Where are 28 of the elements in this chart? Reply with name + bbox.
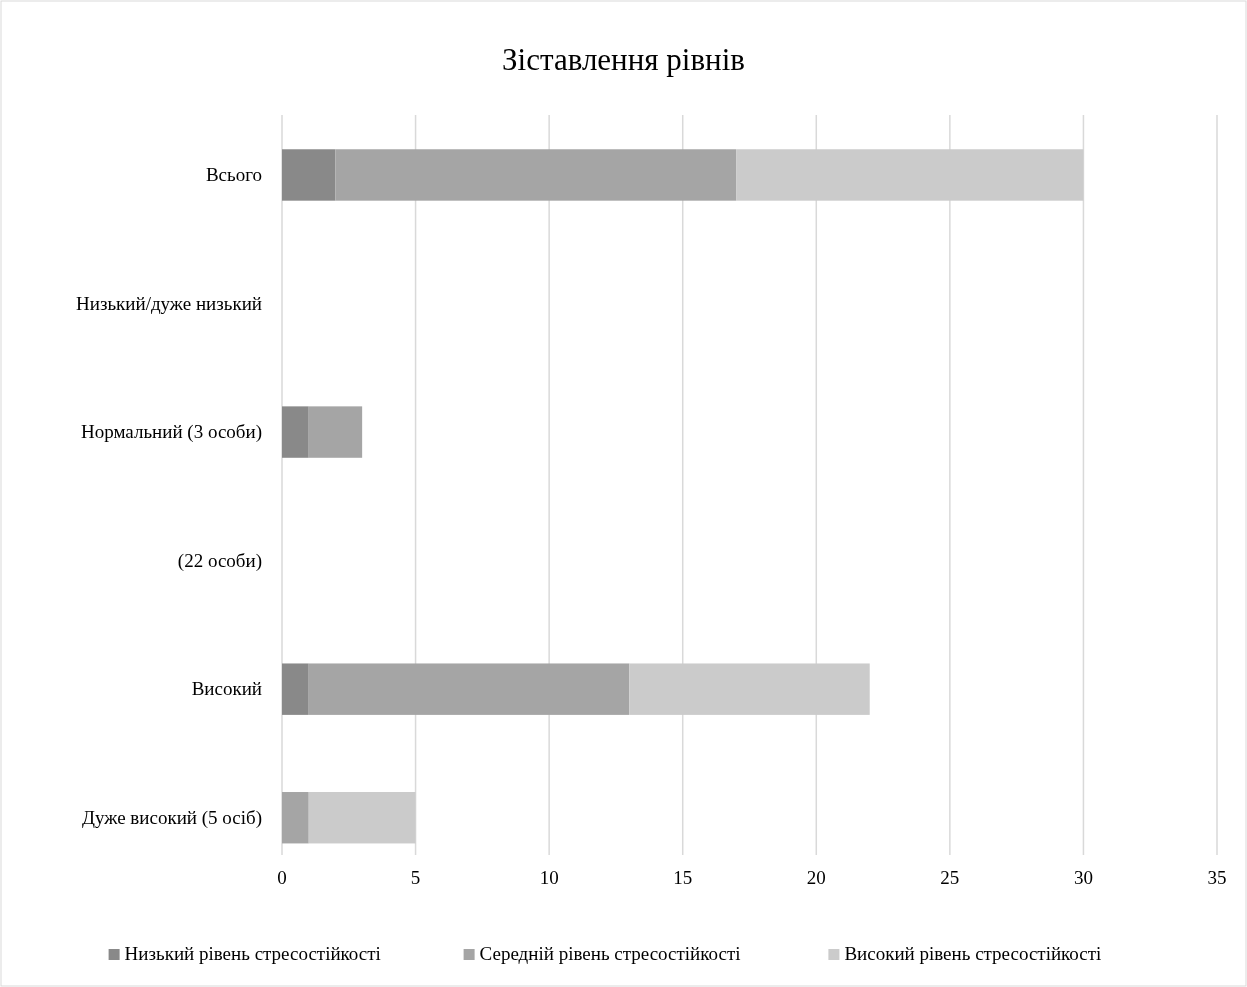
x-tick-label: 10 bbox=[539, 867, 559, 888]
y-tick-label: Всього bbox=[205, 163, 262, 185]
bar bbox=[335, 149, 737, 201]
bar bbox=[282, 663, 309, 715]
bar bbox=[282, 406, 309, 458]
legend-label: Середній рівень стресостійкості bbox=[479, 943, 741, 964]
y-tick-label: Нормальний (3 особи) bbox=[81, 421, 262, 444]
x-tick-label: 20 bbox=[806, 867, 826, 888]
x-tick-label: 0 bbox=[277, 867, 287, 888]
x-tick-label: 35 bbox=[1207, 867, 1227, 888]
bar bbox=[736, 149, 1084, 201]
x-tick-label: 25 bbox=[940, 867, 960, 888]
x-tick-label: 5 bbox=[410, 867, 421, 888]
y-tick-label: Низький/дуже низький bbox=[76, 292, 262, 314]
legend-label: Високий рівень стресостійкості bbox=[844, 943, 1102, 964]
y-tick-label: Дуже високий (5 осіб) bbox=[82, 806, 262, 829]
legend-label: Низький рівень стресостійкості bbox=[124, 943, 381, 964]
y-tick-label: Високий bbox=[191, 678, 262, 700]
bar bbox=[308, 663, 630, 715]
y-tick-label: (22 особи) bbox=[177, 549, 262, 572]
bar bbox=[282, 792, 309, 844]
bar bbox=[308, 406, 363, 458]
x-tick-label: 15 bbox=[673, 867, 693, 888]
chart-title: Зіставлення рівнів bbox=[502, 42, 745, 77]
bar bbox=[282, 149, 336, 201]
x-tick-label: 30 bbox=[1073, 867, 1093, 888]
bar bbox=[629, 663, 870, 715]
bar bbox=[308, 792, 416, 844]
